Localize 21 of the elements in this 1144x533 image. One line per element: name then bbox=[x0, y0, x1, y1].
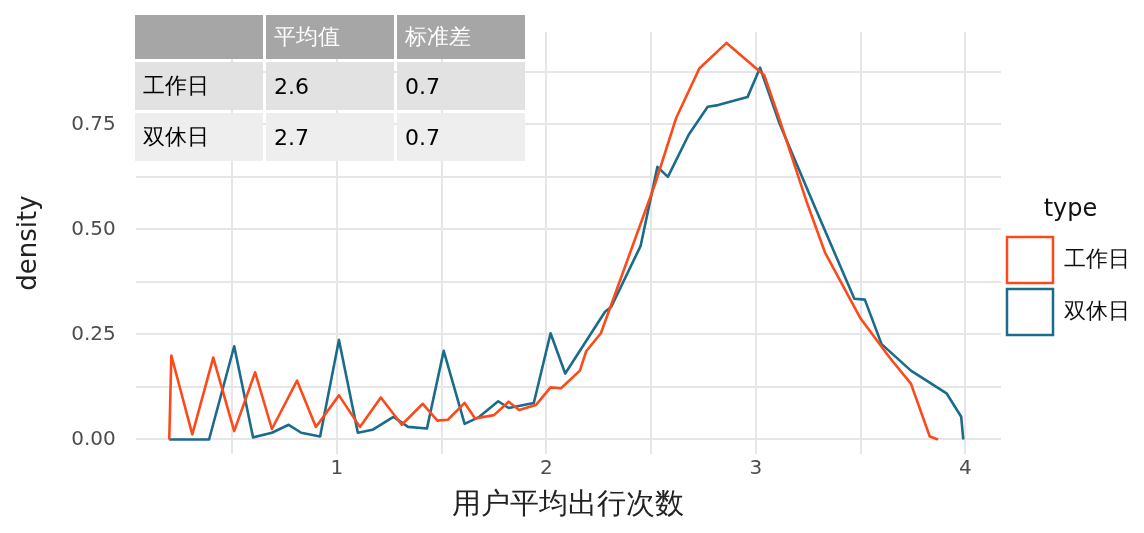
annotation: 0.7 bbox=[397, 113, 525, 161]
x-axis-title: 用户平均出行次数 bbox=[452, 486, 685, 521]
annotation: 平均值 bbox=[266, 15, 394, 59]
y-tick-label: 0.50 bbox=[71, 215, 116, 240]
x-tick-label: 2 bbox=[540, 455, 553, 480]
y-tick-label: 0.75 bbox=[71, 110, 116, 135]
annotation: 双休日 bbox=[135, 113, 263, 161]
annotation: 工作日 bbox=[135, 62, 263, 110]
x-tick-label: 3 bbox=[749, 455, 763, 480]
y-tick-label: 0.00 bbox=[71, 425, 116, 450]
legend-title: type bbox=[1043, 194, 1098, 223]
legend-label: 工作日 bbox=[1064, 245, 1130, 271]
annotation: 标准差 bbox=[397, 15, 525, 59]
x-tick-label: 4 bbox=[959, 455, 972, 480]
annotation: 0.7 bbox=[397, 62, 525, 110]
x-tick-label: 1 bbox=[330, 455, 344, 480]
y-axis-title: density bbox=[12, 195, 43, 291]
annotation: 2.6 bbox=[266, 62, 394, 110]
annotation: 2.7 bbox=[266, 113, 394, 161]
y-tick-label: 0.25 bbox=[71, 320, 116, 345]
legend-label: 双休日 bbox=[1064, 297, 1130, 323]
